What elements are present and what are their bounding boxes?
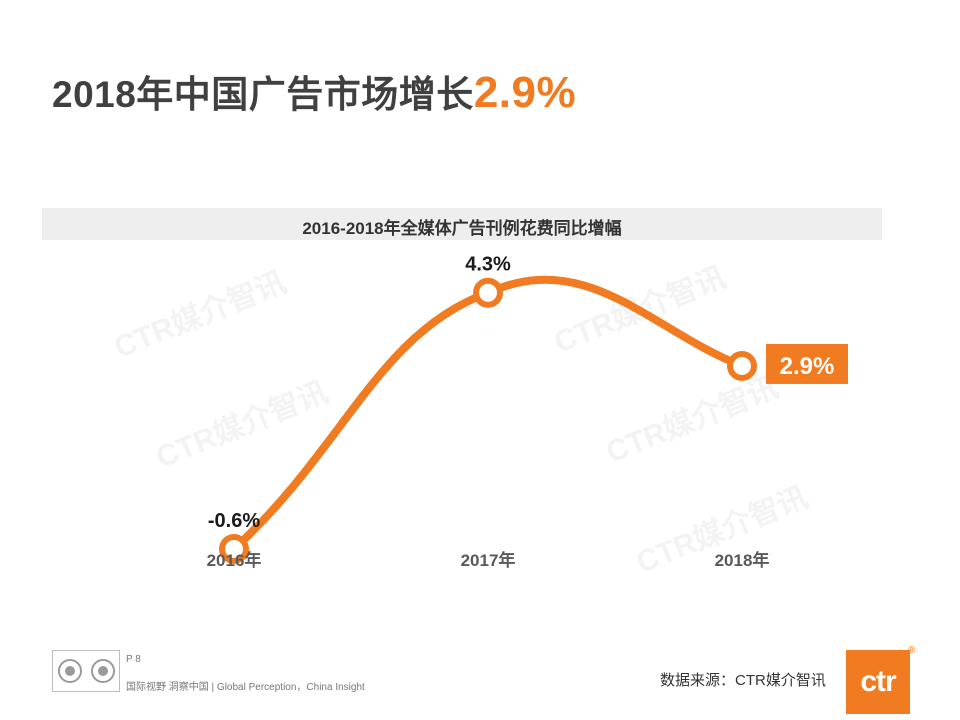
chart-title: 2016-2018年全媒体广告刊例花费同比增幅 [302, 219, 622, 238]
x-tick-label: 2016年 [207, 550, 262, 570]
data-label: 4.3% [465, 254, 511, 276]
page-number: P 8 [126, 654, 141, 665]
x-tick-label: 2017年 [461, 550, 516, 570]
data-label: 2.9% [780, 353, 835, 380]
certification-seal-icon [57, 659, 82, 683]
data-source: 数据来源：CTR媒介智讯 [660, 672, 826, 689]
page-title-text: 2018年中国广告市场增长 [52, 74, 474, 115]
data-label: -0.6% [208, 510, 260, 532]
x-tick-label: 2018年 [715, 550, 770, 570]
data-points [219, 277, 757, 564]
highlight-label-box [766, 343, 848, 384]
data-point [473, 277, 503, 308]
quality-badge-icon [90, 659, 115, 683]
registered-mark: ® [908, 645, 916, 656]
chart-title-band: 2016-2018年全媒体广告刊例花费同比增幅 [42, 208, 882, 240]
slogan: 国际视野 洞察中国 | Global Perception，China Insi… [126, 682, 365, 693]
page-title: 2018年中国广告市场增长2.9% [52, 64, 576, 118]
page-title-highlight: 2.9% [473, 68, 577, 117]
certification-logos [52, 650, 120, 692]
series-line [230, 275, 746, 553]
data-point [727, 350, 757, 381]
ctr-logo: ctr [846, 650, 910, 714]
data-point [219, 533, 249, 564]
